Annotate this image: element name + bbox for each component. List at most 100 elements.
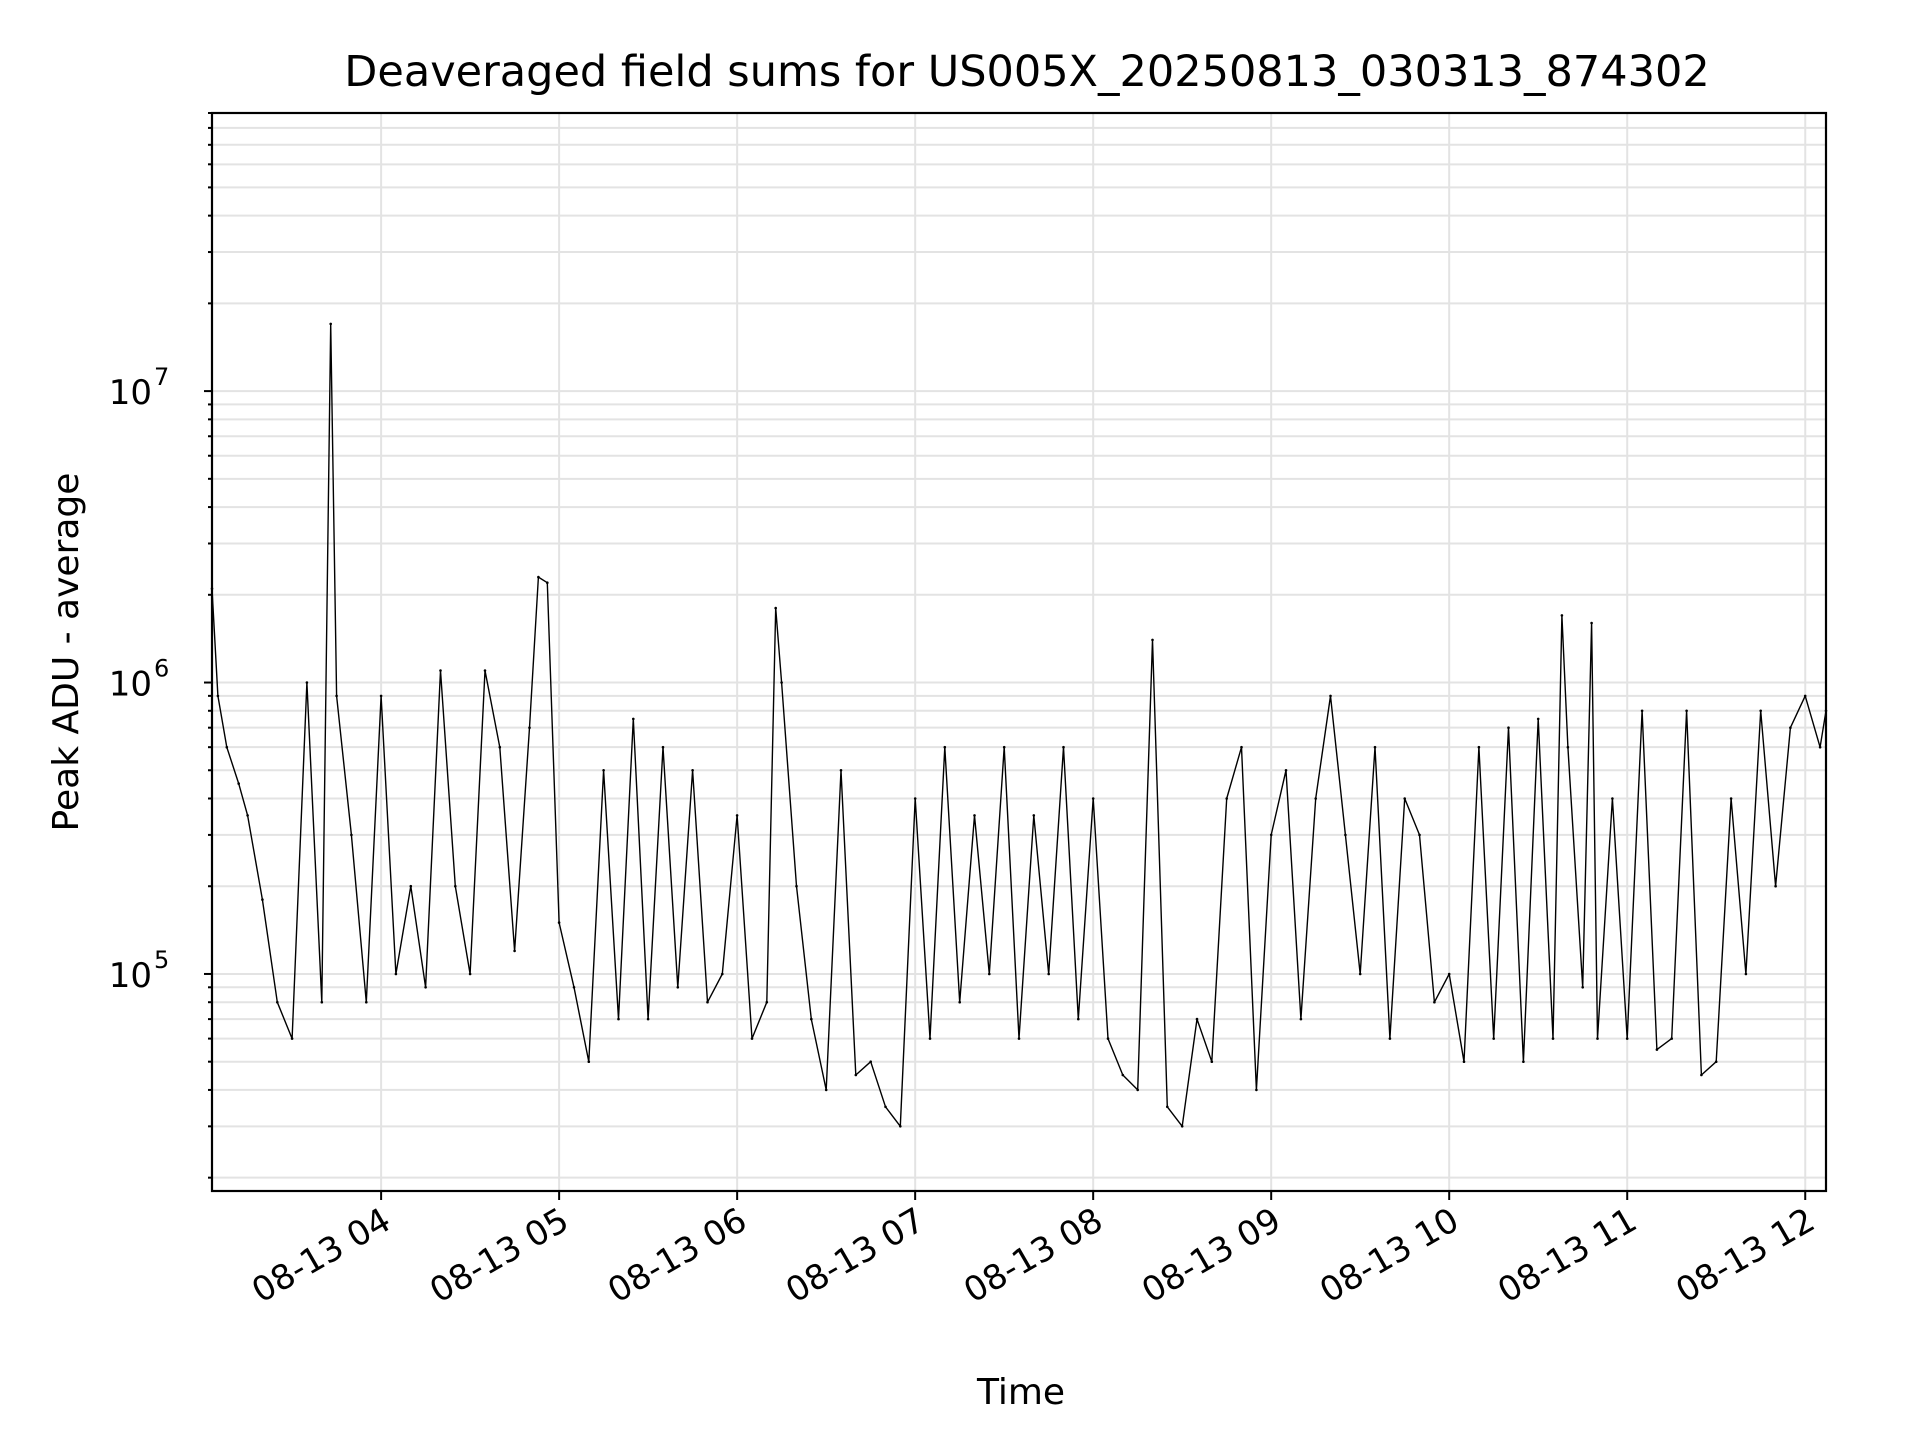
data-point [557,921,561,924]
data-point [780,681,783,684]
data-point [958,1000,961,1004]
data-point [350,833,353,837]
data-point [617,1017,620,1021]
data-point [1522,1060,1525,1063]
data-point [1017,1037,1021,1040]
data-point [424,986,427,989]
data-point [1590,621,1593,625]
data-point [810,1017,813,1021]
data-point [1774,884,1777,888]
data-point [1047,972,1050,976]
plot-frame [210,111,1828,1193]
data-point [1299,1017,1303,1021]
data-point [320,1000,324,1004]
data-point [1477,745,1481,749]
data-point [1240,745,1243,749]
data-point [899,1125,902,1128]
data-point [1314,797,1317,800]
data-point [706,1000,709,1004]
data-point [1625,1037,1629,1040]
data-point [261,898,264,901]
data-point [225,745,229,749]
data-point [1611,797,1614,800]
data-point [237,782,240,785]
data-point [329,322,333,326]
data-point [409,884,413,888]
data-point [1560,614,1564,617]
data-point [1344,833,1347,837]
data-point [632,717,635,721]
data-point [587,1060,591,1063]
data-point [335,694,338,698]
data-point [1418,833,1421,837]
data-point [1581,986,1584,989]
data-point [379,694,383,698]
data-point [1210,1060,1214,1063]
data-point [1803,694,1807,698]
data-point [305,681,309,684]
data-point [602,769,605,772]
data-point [483,669,487,672]
chart-title: Deaveraged field sums for US005X_2025081… [344,47,1709,97]
data-point [1433,1000,1436,1004]
data-point [365,1000,368,1004]
data-point [943,745,947,749]
data-point [572,986,576,989]
data-point [1002,745,1006,749]
y-tick-exponent: 5 [154,946,169,974]
data-point [988,972,991,976]
data-point [913,797,917,800]
data-point [246,814,249,817]
data-point [1121,1073,1125,1077]
data-point [884,1105,887,1109]
data-point [1180,1125,1184,1128]
data-point [1166,1105,1169,1109]
data-point [1670,1037,1673,1040]
data-point [1462,1060,1466,1063]
data-point [928,1037,932,1040]
y-tick-label: 10 [109,373,152,413]
data-point [1225,797,1228,800]
data-point [276,1000,279,1004]
data-point [468,972,472,976]
y-tick-exponent: 7 [154,363,169,391]
data-point [774,606,777,610]
data-point [1388,1037,1392,1040]
data-point [1729,797,1733,800]
data-point [1596,1037,1599,1040]
data-point [1447,972,1451,976]
data-point [795,884,798,888]
y-tick-label: 10 [109,665,152,705]
data-point [1655,1048,1659,1051]
data-point [824,1088,828,1092]
data-point [394,972,398,976]
data-point [839,769,843,772]
data-point [765,1000,769,1004]
data-point [528,726,531,729]
data-point [1759,709,1762,713]
data-point [1136,1088,1139,1092]
data-point [691,769,694,772]
data-point [454,884,457,888]
data-point [869,1060,872,1063]
data-point [1269,833,1273,837]
data-point [1685,709,1688,713]
data-point [646,1017,650,1021]
data-point [1818,745,1822,749]
data-point [216,694,220,698]
data-point [1536,717,1540,721]
data-point [1744,972,1748,976]
data-point [1403,797,1406,800]
data-point [1077,1017,1080,1021]
data-point [1507,726,1510,729]
data-point [537,575,540,579]
data-point [513,949,516,953]
data-point [1373,745,1377,749]
y-tick-label: 10 [109,956,152,996]
data-point [661,745,665,749]
data-point [1091,797,1095,800]
data-point [1700,1073,1703,1077]
